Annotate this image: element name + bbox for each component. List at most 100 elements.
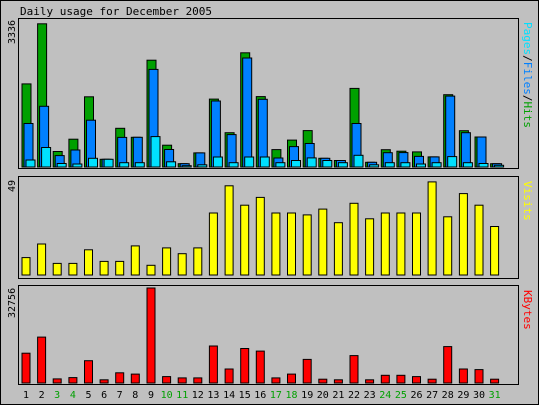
pages-bar-day-7 <box>119 162 130 168</box>
day-label-18: 18 <box>285 390 297 401</box>
day-label-19: 19 <box>301 390 313 401</box>
kbytes-panel-frame <box>18 285 519 385</box>
kbytes-bar-day-9 <box>146 287 156 384</box>
kbytes-bar-day-11 <box>177 377 187 384</box>
kbytes-bar-day-18 <box>287 373 296 384</box>
visits-bar-day-25 <box>396 212 406 276</box>
kbytes-bar-day-4 <box>68 377 78 384</box>
pages-bar-day-3 <box>56 163 67 168</box>
visits-bar-day-9 <box>146 264 156 276</box>
kbytes-bar-day-28 <box>443 346 453 384</box>
pages-bar-day-22 <box>353 154 364 168</box>
pages-bar-day-9 <box>150 136 161 168</box>
day-label-29: 29 <box>457 390 469 401</box>
pages-bar-day-4 <box>72 163 83 168</box>
files-bar-day-30 <box>476 136 487 168</box>
pages-bar-day-13 <box>212 156 223 168</box>
day-label-3: 3 <box>54 390 60 401</box>
legend-hits: Hits <box>521 102 534 129</box>
day-labels: 1 2 3 4 5 6 7 8 9 10 11 12 13 14 15 16 17 18 19 20 21 22 23 24 2… <box>23 390 501 401</box>
legend-files: Files <box>521 62 534 95</box>
pages-bar-day-11 <box>181 165 192 168</box>
day-label-25: 25 <box>395 390 407 401</box>
visits-bar-day-6 <box>99 260 109 276</box>
files-bar-day-14 <box>226 134 237 168</box>
pages-bar-day-17 <box>275 162 286 168</box>
day-label-28: 28 <box>442 390 454 401</box>
visits-bar-day-18 <box>287 212 296 276</box>
day-label-17: 17 <box>270 390 282 401</box>
day-label-14: 14 <box>223 390 235 401</box>
visits-bar-day-4 <box>68 262 78 276</box>
pages-bar-day-16 <box>259 156 270 168</box>
day-label-2: 2 <box>39 390 45 401</box>
visits-bar-day-27 <box>427 181 437 276</box>
pages-bar-day-15 <box>244 156 255 168</box>
visits-panel-frame <box>18 176 519 279</box>
visits-legend: Visits <box>521 181 534 221</box>
files-bar-day-29 <box>460 132 471 168</box>
pages-bar-day-26 <box>416 163 426 168</box>
kbytes-bars <box>21 287 500 384</box>
visits-scale-max: 49 <box>7 180 18 192</box>
day-label-1: 1 <box>23 390 29 401</box>
pages-bar-day-30 <box>478 163 489 168</box>
day-label-24: 24 <box>379 390 391 401</box>
visits-bar-day-15 <box>240 204 250 276</box>
kbytes-bar-day-29 <box>458 368 468 384</box>
day-label-22: 22 <box>348 390 360 401</box>
day-label-26: 26 <box>410 390 422 401</box>
visits-bar-day-31 <box>490 226 500 276</box>
kbytes-bar-day-27 <box>427 378 437 384</box>
visits-bar-day-19 <box>302 214 312 276</box>
kbytes-bar-day-5 <box>84 360 93 384</box>
kbytes-bar-day-2 <box>37 336 47 384</box>
visits-bar-day-12 <box>193 247 203 276</box>
pages-bar-day-5 <box>88 157 98 168</box>
day-label-21: 21 <box>332 390 344 401</box>
day-label-15: 15 <box>239 390 251 401</box>
visits-bar-day-29 <box>458 193 468 276</box>
pages-bar-day-24 <box>384 162 395 168</box>
day-label-12: 12 <box>192 390 204 401</box>
kbytes-bar-day-13 <box>208 345 218 384</box>
day-label-16: 16 <box>254 390 266 401</box>
pages-bar-day-1 <box>25 159 36 168</box>
legend-pages: Pages <box>521 22 534 55</box>
pages-bar-day-31 <box>494 164 505 168</box>
visits-bar-day-26 <box>412 212 421 276</box>
kbytes-bar-day-22 <box>349 355 359 384</box>
legend-sep-1: / <box>521 55 534 62</box>
kbytes-bar-day-20 <box>318 378 328 384</box>
pages-bar-day-2 <box>41 147 52 168</box>
kbytes-bar-day-16 <box>255 350 265 384</box>
pages-bar-day-25 <box>400 162 411 168</box>
day-label-10: 10 <box>161 390 173 401</box>
day-label-23: 23 <box>364 390 376 401</box>
kbytes-bar-day-7 <box>115 372 125 384</box>
pages-bar-day-23 <box>369 164 380 168</box>
pages-bar-day-18 <box>291 160 301 168</box>
visits-bars <box>21 181 500 276</box>
day-label-4: 4 <box>70 390 76 401</box>
kbytes-bar-day-17 <box>271 377 281 384</box>
files-bar-day-15 <box>242 57 253 168</box>
pages-bar-day-19 <box>306 157 317 168</box>
visits-bar-day-20 <box>318 208 328 276</box>
kbytes-bar-day-25 <box>396 374 406 384</box>
day-label-20: 20 <box>317 390 329 401</box>
kbytes-bar-day-1 <box>21 352 31 384</box>
kbytes-bar-day-8 <box>130 373 140 384</box>
legend-sep-2: / <box>521 95 534 102</box>
pages-bar-day-27 <box>431 162 442 168</box>
visits-bar-day-13 <box>208 212 218 276</box>
visits-bar-day-10 <box>162 247 172 276</box>
visits-bar-day-24 <box>380 212 390 276</box>
visits-bar-day-30 <box>474 204 484 276</box>
kbytes-bar-day-12 <box>193 377 203 384</box>
pages-bar-day-8 <box>134 162 145 168</box>
kbytes-bar-day-19 <box>302 358 312 384</box>
pages-bar-day-12 <box>197 164 208 168</box>
pages-bar-day-10 <box>166 161 177 168</box>
